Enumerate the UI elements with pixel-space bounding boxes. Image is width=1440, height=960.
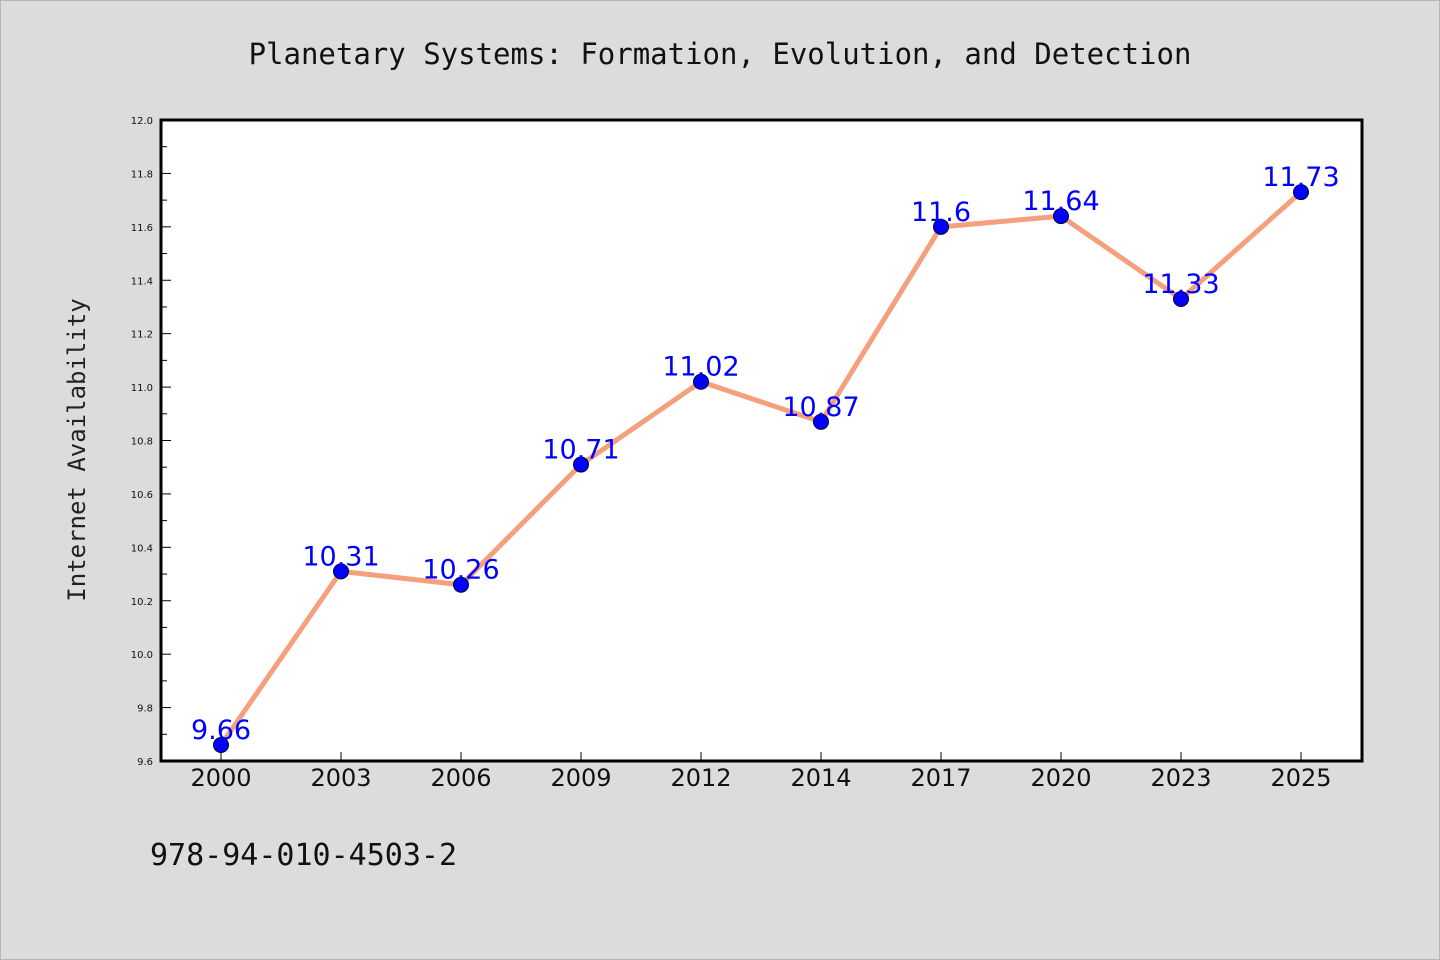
data-point — [213, 736, 229, 753]
y-tick-label: 9.8 — [137, 704, 153, 715]
y-tick-label: 11.2 — [131, 330, 153, 341]
y-axis: 9.6 9.8 10.0 10.2 10.4 10.6 10.8 11.0 11.2 11.4 11… — [131, 116, 171, 768]
x-tick-label: 2020 — [1030, 764, 1091, 792]
y-tick-label: 10.0 — [131, 650, 153, 661]
data-label: 11.73 — [1262, 162, 1339, 193]
y-tick-label: 11.4 — [131, 276, 153, 287]
data-label: 10.87 — [782, 392, 859, 423]
x-axis: 2000 2003 2006 2009 2012 2014 2017 2020 2023 2025 — [190, 752, 1332, 792]
data-markers — [213, 184, 1309, 753]
data-label: 10.71 — [542, 435, 619, 466]
y-tick-label: 10.2 — [131, 597, 153, 608]
y-tick-label: 12.0 — [131, 116, 153, 127]
data-label: 9.66 — [191, 715, 251, 746]
x-tick-label: 2009 — [550, 764, 611, 792]
data-point — [453, 576, 469, 593]
x-tick-label: 2014 — [790, 764, 851, 792]
x-tick-label: 2006 — [430, 764, 491, 792]
y-tick-label: 10.4 — [131, 543, 153, 554]
data-point — [333, 563, 349, 580]
x-tick-label: 2025 — [1270, 764, 1331, 792]
isbn-text: 978-94-010-4503-2 — [150, 838, 457, 873]
plot-frame — [159, 118, 1364, 763]
y-tick-label: 9.6 — [137, 757, 153, 768]
y-tick-label: 11.0 — [131, 383, 153, 394]
y-tick-label: 10.6 — [131, 490, 153, 501]
data-point — [1293, 184, 1309, 201]
data-point — [573, 456, 589, 473]
data-labels: 9.66 10.31 10.26 10.71 11.02 10.87 11.6 11.64 11… — [191, 162, 1340, 746]
series-line — [218, 190, 1303, 747]
x-tick-label: 2012 — [670, 764, 731, 792]
chart-title: Planetary Systems: Formation, Evolution,… — [249, 37, 1192, 71]
y-tick-label: 11.6 — [131, 223, 153, 234]
data-label: 11.6 — [911, 197, 971, 228]
data-point — [1053, 208, 1069, 225]
data-label: 10.26 — [422, 555, 499, 586]
x-tick-label: 2000 — [190, 764, 251, 792]
data-point — [813, 413, 829, 430]
plot-area — [161, 120, 1362, 761]
y-tick-label: 10.8 — [131, 437, 153, 448]
data-label: 11.64 — [1022, 186, 1099, 217]
data-label: 11.33 — [1142, 269, 1219, 300]
data-label: 10.31 — [302, 541, 379, 572]
data-label: 11.02 — [662, 352, 739, 383]
x-tick-label: 2017 — [910, 764, 971, 792]
y-axis-label: Internet Availability — [63, 298, 91, 601]
x-tick-label: 2023 — [1150, 764, 1211, 792]
data-point — [933, 218, 949, 235]
data-point — [693, 373, 709, 390]
y-tick-label: 11.8 — [131, 169, 153, 180]
x-tick-label: 2003 — [310, 764, 371, 792]
data-point — [1173, 290, 1189, 307]
